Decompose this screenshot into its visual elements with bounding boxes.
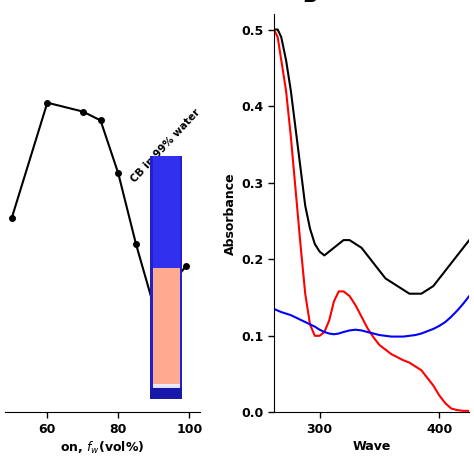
X-axis label: on, $f_w$(vol%): on, $f_w$(vol%) (60, 440, 145, 456)
Bar (153, 384, 180, 396)
Bar (150, 156, 182, 399)
Bar (153, 268, 180, 386)
Bar (150, 389, 182, 399)
Bar (153, 156, 180, 268)
X-axis label: Wave: Wave (353, 440, 391, 453)
Text: CB in 99% water: CB in 99% water (129, 107, 202, 184)
Y-axis label: Absorbance: Absorbance (224, 172, 237, 255)
Text: B: B (302, 0, 317, 6)
